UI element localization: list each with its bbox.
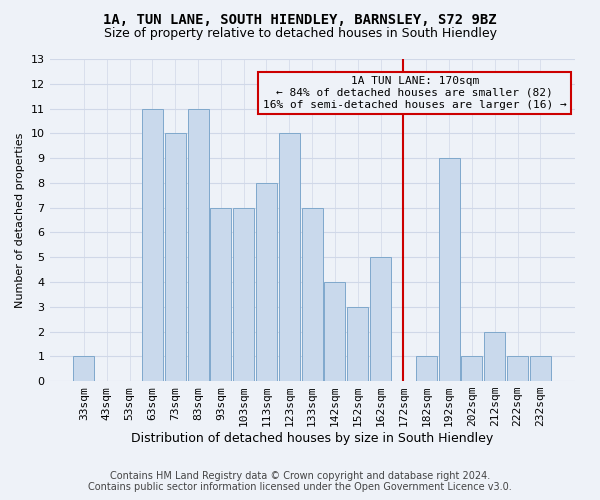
Bar xyxy=(416,356,437,381)
Bar xyxy=(325,282,346,381)
Text: Contains HM Land Registry data © Crown copyright and database right 2024.
Contai: Contains HM Land Registry data © Crown c… xyxy=(88,471,512,492)
Bar xyxy=(370,257,391,381)
Bar xyxy=(302,208,323,381)
Bar xyxy=(279,134,300,381)
Bar xyxy=(211,208,232,381)
Bar xyxy=(461,356,482,381)
Text: 1A, TUN LANE, SOUTH HIENDLEY, BARNSLEY, S72 9BZ: 1A, TUN LANE, SOUTH HIENDLEY, BARNSLEY, … xyxy=(103,12,497,26)
Bar xyxy=(484,332,505,381)
Bar xyxy=(164,134,185,381)
Bar xyxy=(439,158,460,381)
Bar xyxy=(507,356,528,381)
Text: Size of property relative to detached houses in South Hiendley: Size of property relative to detached ho… xyxy=(104,28,497,40)
Bar xyxy=(188,108,209,381)
X-axis label: Distribution of detached houses by size in South Hiendley: Distribution of detached houses by size … xyxy=(131,432,493,445)
Bar xyxy=(256,183,277,381)
Bar xyxy=(347,307,368,381)
Bar xyxy=(233,208,254,381)
Y-axis label: Number of detached properties: Number of detached properties xyxy=(15,132,25,308)
Bar xyxy=(142,108,163,381)
Bar xyxy=(73,356,94,381)
Text: 1A TUN LANE: 170sqm
← 84% of detached houses are smaller (82)
16% of semi-detach: 1A TUN LANE: 170sqm ← 84% of detached ho… xyxy=(263,76,566,110)
Bar xyxy=(530,356,551,381)
